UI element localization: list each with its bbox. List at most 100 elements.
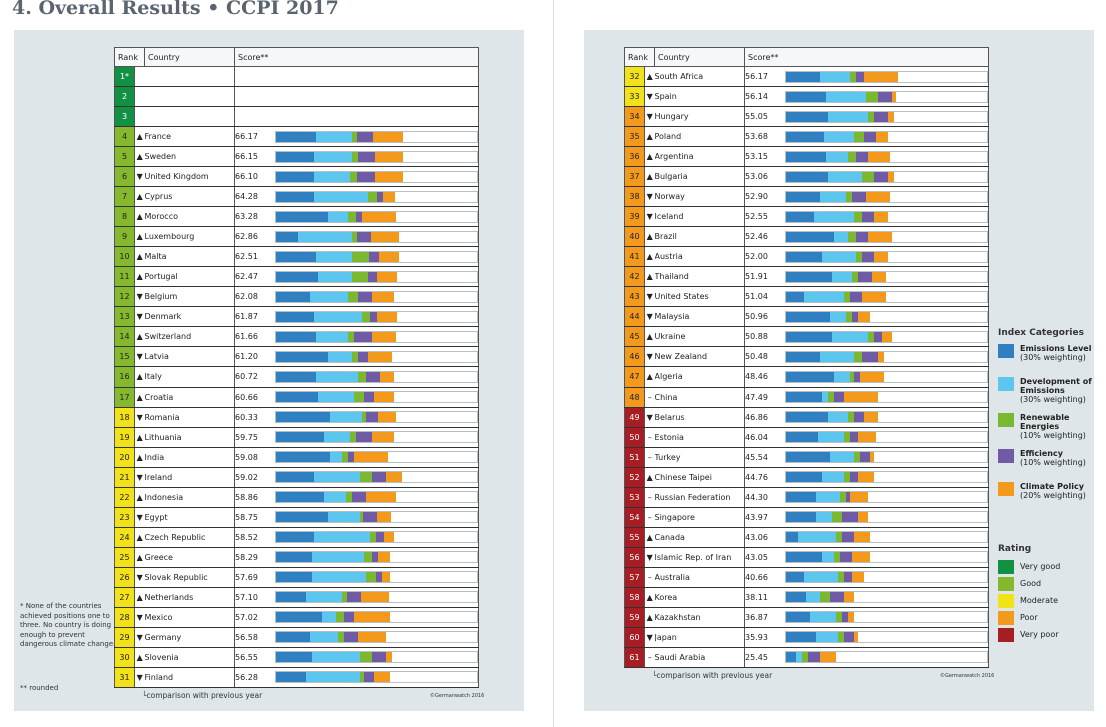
emissions-level-segment	[275, 572, 312, 583]
efficiency-segment	[849, 472, 858, 483]
score-bar	[274, 310, 478, 323]
table-row: 47 ▲ Algeria 48.46	[624, 366, 989, 388]
development-segment	[825, 91, 866, 102]
renewables-segment	[845, 311, 852, 322]
table-row: 43 ▼ United States 51.04	[624, 286, 989, 308]
rank-cell: 19	[114, 427, 135, 448]
score-bar-cell	[274, 366, 479, 388]
development-segment	[803, 291, 844, 302]
trend-down-icon: ▼	[644, 306, 655, 328]
renewables-segment	[353, 392, 364, 403]
emissions-level-segment	[785, 452, 830, 463]
score-cell: 66.17	[234, 126, 275, 148]
score-bar-cell	[784, 607, 989, 628]
efficiency-segment	[863, 131, 876, 142]
legend-weight: (30% weighting)	[1020, 353, 1086, 362]
climate-policy-segment	[370, 231, 399, 242]
emissions-level-segment	[785, 552, 822, 563]
renewables-segment	[351, 151, 358, 162]
climate-policy-segment	[875, 131, 888, 142]
emissions-level-segment	[785, 472, 822, 483]
page-divider	[553, 0, 554, 727]
emissions-level-segment	[785, 532, 798, 543]
development-segment	[817, 432, 844, 443]
climate-policy-segment	[857, 311, 870, 322]
rank-cell: 34	[624, 106, 645, 128]
trend-down-icon: ▼	[134, 166, 145, 188]
score-bar-cell	[784, 306, 989, 328]
rank-cell: 2	[114, 86, 135, 108]
country-cell: Portugal	[144, 266, 235, 288]
renewables-segment	[801, 652, 808, 663]
table-row: 1*	[114, 66, 479, 88]
country-cell: Russian Federation	[654, 487, 745, 508]
score-bar	[784, 210, 988, 223]
score-bar-cell	[784, 206, 989, 228]
score-bar-cell	[784, 66, 989, 88]
development-segment	[833, 231, 848, 242]
efficiency-segment	[376, 191, 383, 202]
development-segment	[313, 151, 352, 162]
table-row: 12 ▼ Belgium 62.08	[114, 286, 479, 308]
score-bar-cell	[784, 166, 989, 188]
development-segment	[313, 472, 360, 483]
rank-cell: 40	[624, 226, 645, 248]
emissions-level-segment	[275, 392, 318, 403]
efficiency-segment	[356, 231, 371, 242]
climate-policy-segment	[861, 291, 886, 302]
trend-up-icon: ▲	[644, 366, 655, 388]
climate-policy-segment	[360, 592, 389, 603]
emissions-level-segment	[785, 151, 826, 162]
renewables-segment	[843, 432, 850, 443]
country-cell	[144, 66, 235, 88]
score-bar-cell	[784, 507, 989, 528]
country-cell: Austria	[654, 246, 745, 268]
efficiency-segment	[369, 311, 377, 322]
trend-up-icon: ▲	[644, 266, 655, 288]
rank-cell: 37	[624, 166, 645, 188]
climate-policy-segment	[877, 351, 884, 362]
efficiency-segment	[363, 672, 374, 683]
emissions-level-segment	[785, 432, 818, 443]
development-segment	[311, 552, 364, 563]
rank-cell: 26	[114, 567, 135, 588]
score-bar-cell	[274, 206, 479, 228]
score-cell: 53.68	[744, 126, 785, 148]
development-segment	[327, 351, 352, 362]
development-segment	[821, 552, 834, 563]
climate-policy-segment	[873, 211, 888, 222]
score-bar	[784, 391, 988, 404]
score-bar-cell	[274, 387, 479, 408]
legend-label: Renewable Energies	[1020, 413, 1070, 431]
emissions-level-segment	[275, 552, 312, 563]
table-row: 52 ▲ Chinese Taipei 44.76	[624, 467, 989, 488]
rating-label: Good	[1020, 579, 1042, 588]
climate-policy-segment	[863, 412, 878, 423]
rank-cell: 29	[114, 627, 135, 648]
climate-policy-segment	[377, 412, 396, 423]
climate-policy-segment	[851, 552, 870, 563]
trend-up-icon: ▲	[644, 607, 655, 628]
trend-up-icon: ▲	[644, 587, 655, 608]
emissions-level-segment	[785, 492, 816, 503]
development-segment	[327, 512, 360, 523]
efficiency-segment	[347, 452, 354, 463]
emissions-level-segment	[275, 131, 316, 142]
country-cell: Finland	[144, 667, 235, 688]
renewables-segment	[843, 291, 850, 302]
score-bar-cell	[274, 286, 479, 308]
renewables-segment	[837, 632, 844, 643]
table-row: 19 ▲ Lithuania 59.75	[114, 427, 479, 448]
comparison-note-text: comparison with previous year	[146, 691, 263, 700]
rank-header: Rank	[114, 47, 145, 67]
legend-item: Efficiency (10% weighting)	[998, 449, 1098, 473]
efficiency-segment	[857, 271, 872, 282]
efficiency-segment	[355, 211, 362, 222]
score-cell: 58.86	[234, 487, 275, 508]
development-segment	[795, 652, 802, 663]
climate-policy-segment	[865, 191, 890, 202]
table-row: 58 ▲ Korea 38.11	[624, 587, 989, 608]
country-header: Country	[654, 47, 745, 67]
score-cell: 50.88	[744, 326, 785, 348]
development-segment	[797, 532, 836, 543]
